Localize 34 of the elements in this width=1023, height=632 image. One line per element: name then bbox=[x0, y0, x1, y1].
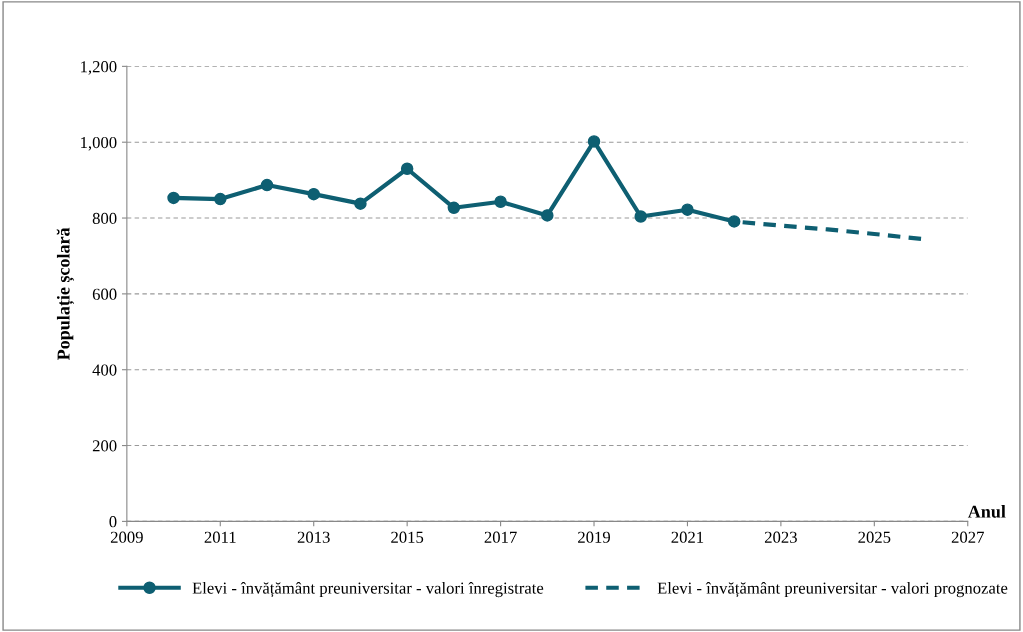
y-tick-label: 1,000 bbox=[81, 136, 117, 151]
y-axis-title: Populație școlară bbox=[56, 227, 75, 361]
point bbox=[307, 187, 320, 201]
x-tick-label: 2019 bbox=[578, 531, 611, 543]
y-tick-label: 200 bbox=[92, 440, 117, 452]
y-tick-label: 600 bbox=[92, 288, 117, 300]
point bbox=[447, 201, 461, 215]
x-axis-title: Anul bbox=[967, 505, 1006, 518]
point bbox=[400, 162, 414, 175]
x-tick-label: 2011 bbox=[204, 531, 236, 543]
y-tick-label: 400 bbox=[92, 364, 117, 376]
x-tick-label: 2015 bbox=[391, 531, 424, 543]
y-tick-label: 0 bbox=[109, 516, 117, 528]
point bbox=[541, 209, 554, 222]
point bbox=[354, 197, 367, 210]
point bbox=[634, 210, 647, 223]
x-tick-label: 2017 bbox=[484, 531, 517, 543]
point bbox=[587, 135, 601, 148]
y-tick-label: 800 bbox=[92, 212, 117, 224]
x-tick-label: 2009 bbox=[110, 531, 143, 543]
point bbox=[214, 192, 227, 206]
point bbox=[727, 215, 741, 228]
legend-label: Elevi - învățământ preuniversitar - valori prognozate bbox=[657, 581, 1008, 598]
point bbox=[494, 195, 507, 208]
legend-label: Elevi - învățământ preuniversitar - valori înregistrate bbox=[192, 581, 544, 598]
point bbox=[260, 178, 274, 192]
x-tick-label: 2025 bbox=[858, 531, 891, 543]
point bbox=[167, 191, 180, 205]
y-tick-label: 1,200 bbox=[81, 61, 117, 75]
x-tick-label: 2027 bbox=[951, 531, 984, 543]
point bbox=[681, 203, 694, 216]
x-tick-label: 2023 bbox=[764, 531, 797, 543]
x-tick-label: 2013 bbox=[297, 531, 330, 543]
x-tick-label: 2021 bbox=[671, 531, 704, 543]
